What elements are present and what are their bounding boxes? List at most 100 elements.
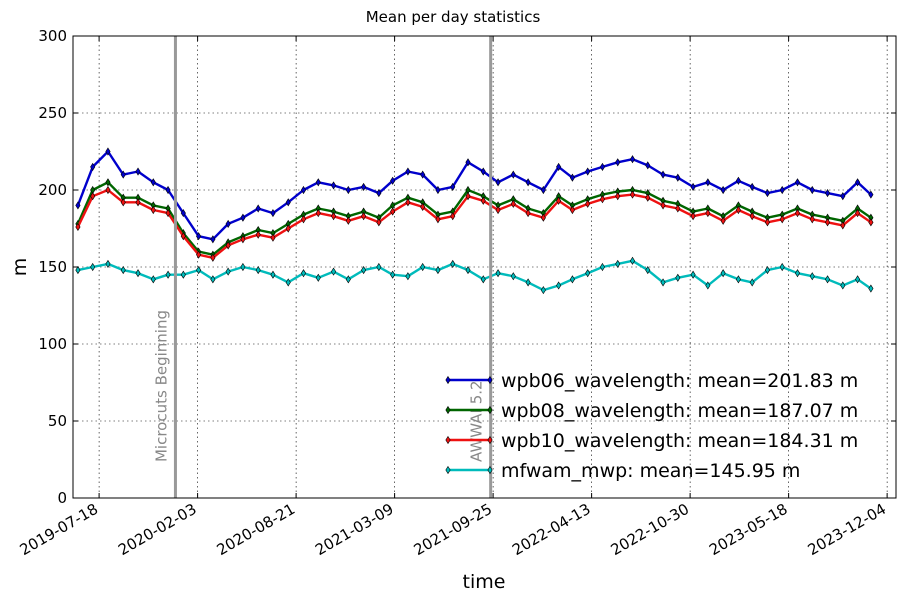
y-tick-label: 150 <box>38 258 67 276</box>
series-point-2 <box>705 209 711 218</box>
series-point-2 <box>435 215 441 224</box>
series-point-3 <box>150 275 156 284</box>
series-point-0 <box>735 176 741 185</box>
series-point-0 <box>135 167 141 176</box>
series-point-2 <box>855 209 861 218</box>
series-point-0 <box>270 209 276 218</box>
series-point-2 <box>285 224 291 233</box>
legend: wpb06_wavelength: mean=201.83 m wpb08_wav… <box>445 370 858 482</box>
x-tick-label: 2022-04-13 <box>509 500 594 559</box>
series-point-3 <box>90 262 96 272</box>
series-point-3 <box>705 281 711 290</box>
series-point-3 <box>809 272 815 281</box>
series-point-3 <box>690 270 696 279</box>
series-point-0 <box>585 167 591 176</box>
series-point-0 <box>510 170 516 179</box>
series-point-3 <box>495 269 501 278</box>
series-point-0 <box>540 185 546 195</box>
legend-marker <box>445 375 451 385</box>
x-tick-label: 2023-12-04 <box>805 500 890 559</box>
series-point-0 <box>150 178 156 187</box>
series-point-2 <box>675 204 681 213</box>
series-point-3 <box>585 269 591 278</box>
series-point-2 <box>540 213 546 222</box>
series-point-3 <box>315 273 321 282</box>
x-tick-label: 2020-02-03 <box>115 500 200 559</box>
x-tick-label: 2020-08-21 <box>214 500 299 559</box>
series-point-3 <box>779 262 785 272</box>
x-tick-label: 2019-07-18 <box>17 500 102 559</box>
series-point-0 <box>196 232 202 241</box>
series-point-1 <box>105 178 111 187</box>
series-point-2 <box>300 215 307 224</box>
series-line-3 <box>77 259 872 292</box>
series-point-0 <box>390 176 396 185</box>
legend-label: mfwam_mwp: mean=145.95 m <box>501 460 800 482</box>
series-point-0 <box>660 170 666 179</box>
series-point-2 <box>779 215 785 224</box>
series-point-3 <box>510 272 516 281</box>
series-point-0 <box>675 173 681 182</box>
x-tick-label: 2021-09-25 <box>411 500 496 559</box>
series-point-2 <box>868 218 874 227</box>
annotations: Microcuts Beginning AWWAI 5.2 <box>152 36 493 498</box>
series-point-3 <box>450 259 456 268</box>
series-point-2 <box>465 192 471 201</box>
legend-marker <box>445 435 451 445</box>
series-point-2 <box>585 199 591 208</box>
series-point-0 <box>629 155 636 164</box>
x-tick-label: 2022-10-30 <box>608 500 693 559</box>
grid <box>73 36 896 498</box>
series-group <box>75 147 874 295</box>
series-point-0 <box>749 182 755 191</box>
series-point-0 <box>420 170 426 179</box>
series-point-2 <box>120 198 126 207</box>
series-point-3 <box>824 275 831 284</box>
series-point-2 <box>330 212 337 221</box>
series-point-0 <box>599 162 606 171</box>
series-point-3 <box>405 272 411 281</box>
series-point-2 <box>525 209 531 218</box>
series-point-0 <box>556 162 562 171</box>
series-point-3 <box>840 281 846 290</box>
y-tick-label: 250 <box>38 104 67 122</box>
series-point-2 <box>196 250 202 259</box>
y-tick-label: 200 <box>38 181 67 199</box>
series-point-3 <box>615 259 621 268</box>
series-point-0 <box>225 219 231 228</box>
series-point-0 <box>450 182 456 191</box>
series-point-3 <box>240 262 246 272</box>
series-point-2 <box>315 209 321 218</box>
x-axis-label: time <box>463 571 506 593</box>
series-point-2 <box>105 185 111 195</box>
series-point-2 <box>794 209 801 218</box>
series-point-2 <box>405 198 411 207</box>
series-point-2 <box>345 216 351 225</box>
x-tick-label: 2021-03-09 <box>312 500 397 559</box>
legend-marker <box>487 405 493 415</box>
series-point-3 <box>105 259 111 268</box>
series-point-2 <box>495 205 501 215</box>
series-point-3 <box>376 262 382 272</box>
series-point-0 <box>705 178 711 187</box>
series-point-3 <box>675 273 681 282</box>
series-line-1 <box>76 181 872 256</box>
series-point-3 <box>285 278 291 287</box>
series-point-3 <box>75 266 81 275</box>
series-point-0 <box>855 178 861 187</box>
series-point-3 <box>749 278 755 287</box>
series-point-3 <box>855 275 861 284</box>
series-point-2 <box>809 215 815 224</box>
series-point-2 <box>90 192 96 201</box>
series-point-0 <box>840 192 846 201</box>
series-line-2 <box>76 188 872 259</box>
series-point-2 <box>390 207 396 216</box>
legend-marker <box>445 465 451 475</box>
series-point-3 <box>540 286 546 295</box>
legend-label: wpb08_wavelength: mean=187.07 m <box>501 400 858 422</box>
series-point-3 <box>525 278 531 287</box>
series-point-3 <box>599 262 606 272</box>
series-point-0 <box>330 181 337 190</box>
legend-label: wpb10_wavelength: mean=184.31 m <box>501 430 858 452</box>
